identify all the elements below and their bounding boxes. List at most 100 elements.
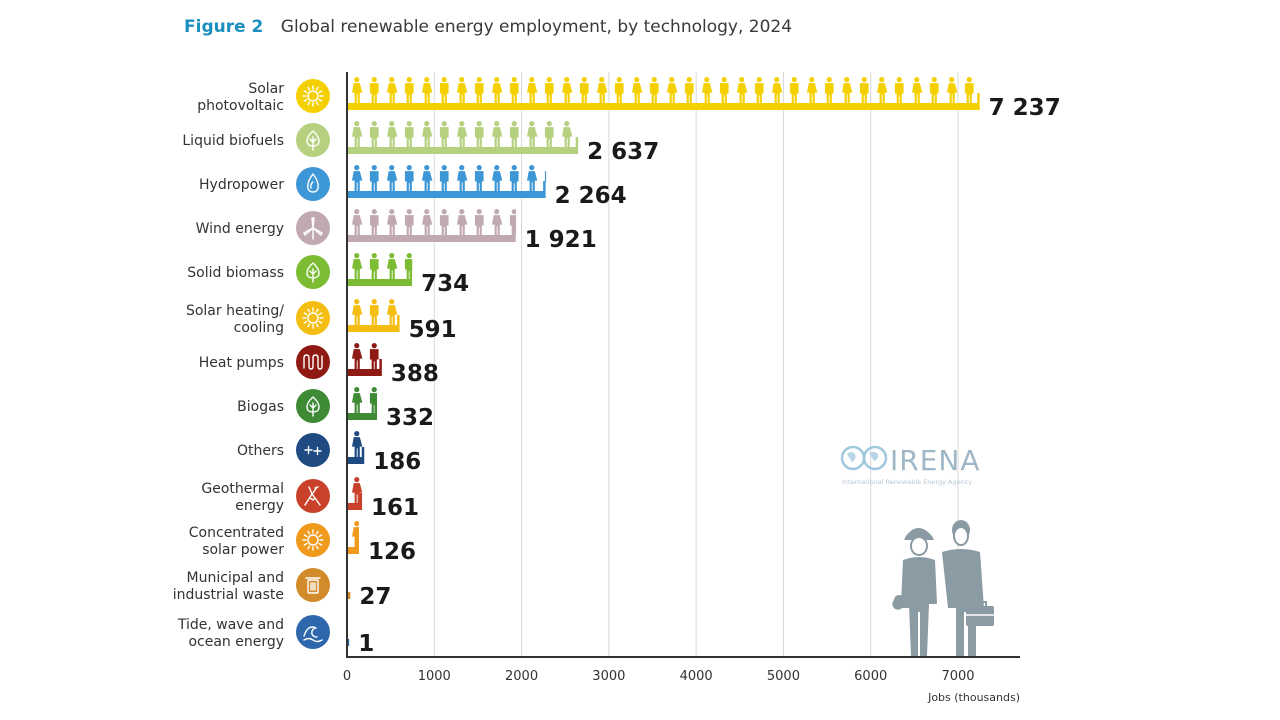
male-worker-figure (614, 77, 624, 104)
female-worker-figure (386, 77, 398, 103)
male-worker-figure (404, 209, 414, 236)
male-worker-figure (369, 209, 379, 236)
bar-row (348, 299, 400, 332)
partial-figure (369, 387, 378, 413)
sun-icon (296, 79, 330, 113)
female-worker-figure (491, 165, 503, 191)
bar-row (348, 592, 351, 599)
male-worker-figure (579, 77, 589, 104)
partial-figure (369, 343, 379, 369)
female-worker-figure (421, 121, 433, 147)
bar (348, 325, 400, 332)
female-worker-figure (456, 77, 468, 103)
female-worker-figure (491, 121, 503, 147)
bar-row (348, 431, 365, 464)
bar-end-post (977, 93, 980, 103)
x-tick-label: 5000 (767, 669, 800, 684)
gridlines (433, 72, 959, 657)
male-worker-figure (509, 165, 519, 192)
category-label: ocean energy (188, 634, 284, 650)
figure-label: Figure 2 (184, 17, 264, 37)
value-label: 1 (358, 631, 374, 657)
bar-end-post (374, 403, 377, 413)
category-label: Geothermal (201, 481, 284, 497)
category-label: Heat pumps (199, 355, 284, 371)
sun-icon (296, 523, 330, 557)
bar (348, 639, 350, 646)
irena-wordmark: IRENA (890, 444, 981, 477)
female-engineer-icon (892, 528, 937, 656)
category-label: Concentrated (189, 525, 284, 541)
x-tick-label: 4000 (680, 669, 713, 684)
male-worker-figure (719, 77, 729, 104)
female-worker-figure (631, 77, 643, 103)
value-label: 734 (421, 271, 469, 297)
workers-illustration (892, 520, 994, 656)
value-label: 1 921 (525, 227, 597, 253)
female-worker-figure (561, 77, 573, 103)
x-axis-title: Jobs (thousands) (927, 691, 1020, 704)
category-label: Solar heating/ (186, 303, 284, 319)
pictogram-figures (351, 77, 974, 104)
bar (348, 235, 516, 242)
bar (348, 279, 413, 286)
irena-logo: IRENA International Renewable Energy Age… (840, 444, 981, 486)
male-worker-figure (684, 77, 694, 104)
male-worker-figure (369, 387, 378, 413)
bar-end-post (359, 493, 363, 503)
value-label: 27 (359, 584, 391, 610)
category-label: Liquid biofuels (182, 133, 284, 149)
female-worker-figure (456, 121, 468, 147)
category-label: Solid biomass (187, 265, 284, 281)
female-worker-figure (351, 299, 363, 325)
female-worker-figure (386, 121, 398, 147)
x-tick-labels: 0 1000 2000 3000 4000 5000 6000 7000 (343, 669, 975, 684)
female-worker-figure (351, 521, 360, 547)
leaf-icon (296, 255, 330, 289)
category-icons (296, 79, 330, 649)
bar-row (348, 521, 360, 554)
category-label: cooling (234, 320, 284, 336)
male-worker-figure (509, 77, 519, 104)
male-worker-figure (369, 253, 379, 280)
female-worker-figure (386, 299, 398, 325)
bar-end-post (543, 181, 546, 191)
male-worker-figure (474, 165, 484, 192)
female-worker-figure (421, 209, 433, 235)
bar-row (348, 343, 382, 376)
female-worker-figure (456, 209, 468, 235)
female-worker-figure (351, 77, 363, 103)
value-label: 2 264 (555, 183, 627, 209)
male-worker-figure (369, 299, 379, 326)
bar (348, 147, 579, 154)
male-worker-figure (439, 121, 449, 148)
bar (348, 592, 351, 599)
bar (348, 547, 359, 554)
chart-title: Global renewable energy employment, by t… (280, 17, 793, 37)
male-worker-figure (404, 165, 414, 192)
value-label: 161 (371, 495, 419, 521)
pictogram-figures (351, 343, 363, 369)
x-tick-label: 6000 (854, 669, 887, 684)
bar-row (348, 209, 517, 242)
male-worker-figure (404, 121, 414, 148)
volcano-icon (296, 479, 330, 513)
heat-coil-icon (296, 345, 330, 379)
male-worker-figure (369, 121, 379, 148)
female-worker-figure (701, 77, 713, 103)
category-label: Tide, wave and (177, 617, 284, 633)
bar-row (348, 387, 378, 420)
x-tick-label: 7000 (941, 669, 974, 684)
female-worker-figure (491, 77, 503, 103)
male-worker-figure (369, 343, 379, 369)
category-label: Others (237, 443, 284, 459)
globe-logo-icon (840, 445, 888, 471)
male-worker-figure (649, 77, 659, 104)
female-worker-figure (806, 77, 818, 103)
category-label: Solar (248, 81, 284, 97)
male-worker-figure (789, 77, 799, 104)
female-worker-figure (351, 253, 363, 279)
male-worker-figure (544, 77, 554, 104)
bar-row (348, 639, 350, 646)
